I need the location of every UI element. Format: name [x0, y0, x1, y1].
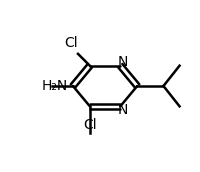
Text: Cl: Cl: [83, 118, 97, 132]
Text: N: N: [118, 103, 128, 117]
Text: Cl: Cl: [64, 36, 78, 50]
Text: N: N: [118, 55, 128, 69]
Text: H₂N: H₂N: [42, 79, 68, 93]
